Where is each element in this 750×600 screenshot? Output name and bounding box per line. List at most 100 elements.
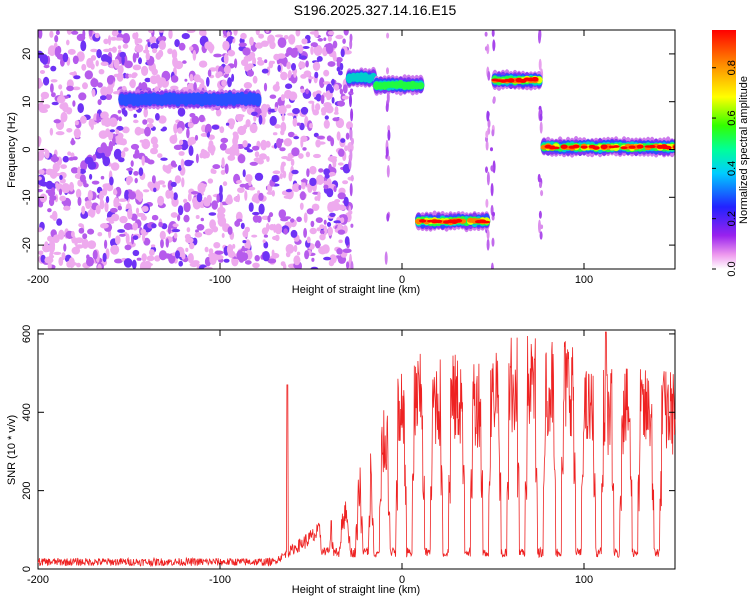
noise-blob [319, 77, 325, 89]
noise-blob [193, 82, 197, 92]
noise-blob [240, 32, 247, 40]
noise-blob [152, 143, 159, 149]
noise-blob [280, 129, 285, 136]
noise-blob [81, 205, 86, 215]
noise-blob [132, 64, 142, 71]
noise-blob [40, 254, 46, 263]
noise-blob [238, 42, 247, 47]
band-cell [419, 219, 427, 223]
noise-blob [343, 30, 349, 36]
noise-blob [130, 143, 140, 150]
noise-blob [160, 238, 164, 249]
noise-blob [336, 131, 341, 141]
noise-blob [119, 215, 128, 224]
noise-blob [309, 177, 317, 187]
noise-blob [113, 148, 122, 160]
noise-blob [198, 60, 208, 68]
noise-blob [162, 184, 166, 188]
band-cell [648, 144, 656, 149]
noise-blob [292, 117, 298, 127]
colorbar: 0.0 0.2 0.4 0.6 0.8 Normalized spectral ampl… [712, 30, 750, 277]
noise-blob [52, 162, 60, 173]
noise-blob [213, 242, 221, 249]
noise-blob [302, 46, 310, 49]
noise-blob [305, 60, 309, 68]
noise-blob [91, 88, 96, 98]
noise-blob [117, 229, 125, 233]
noise-blob [254, 172, 264, 181]
noise-blob [38, 150, 45, 160]
noise-streak [385, 103, 389, 112]
noise-blob [264, 59, 268, 64]
noise-blob [332, 50, 337, 61]
noise-blob [42, 104, 51, 109]
noise-blob [323, 168, 331, 176]
noise-blob [338, 70, 343, 76]
noise-blob [332, 159, 337, 168]
noise-streak [484, 31, 488, 37]
noise-blob [299, 191, 306, 201]
noise-blob [280, 121, 287, 133]
noise-blob [104, 239, 108, 249]
noise-blob [296, 122, 301, 126]
noise-blob [272, 132, 278, 136]
noise-blob [311, 102, 315, 113]
noise-blob [293, 136, 300, 140]
noise-blob [109, 216, 116, 222]
noise-streak [491, 30, 495, 37]
noise-blob [191, 115, 200, 125]
noise-blob [213, 53, 223, 58]
noise-streak [350, 108, 354, 122]
noise-streak [539, 113, 543, 122]
noise-blob [252, 145, 260, 151]
noise-blob [215, 254, 224, 260]
noise-blob [337, 162, 344, 166]
noise-blob [171, 228, 181, 233]
noise-blob [96, 113, 100, 124]
noise-blob [58, 84, 63, 90]
noise-blob [59, 195, 67, 202]
noise-blob [67, 151, 72, 156]
noise-blob [326, 222, 332, 227]
noise-blob [173, 232, 178, 239]
noise-blob [288, 34, 296, 45]
noise-blob [199, 30, 205, 36]
noise-blob [332, 117, 340, 122]
noise-blob [252, 262, 260, 269]
noise-streak [490, 262, 494, 269]
noise-blob [313, 30, 319, 38]
noise-blob [196, 192, 203, 203]
noise-blob [55, 182, 59, 189]
noise-blob [274, 223, 283, 235]
noise-blob [100, 223, 109, 229]
noise-blob [159, 230, 166, 240]
noise-blob [124, 189, 130, 201]
noise-blob [122, 43, 129, 49]
noise-blob [73, 128, 81, 139]
noise-blob [276, 138, 283, 149]
noise-blob [178, 151, 185, 156]
noise-blob [300, 74, 307, 79]
noise-blob [50, 245, 54, 256]
noise-blob [305, 151, 311, 158]
noise-blob [219, 126, 225, 134]
noise-blob [272, 84, 280, 92]
noise-blob [206, 76, 210, 87]
noise-blob [192, 49, 197, 61]
noise-blob [309, 123, 313, 129]
noise-blob [148, 30, 154, 33]
noise-blob [49, 127, 54, 136]
noise-blob [242, 169, 246, 178]
noise-blob [39, 70, 46, 74]
noise-blob [157, 180, 166, 185]
noise-blob [132, 235, 139, 241]
noise-blob [342, 163, 351, 174]
noise-blob [216, 193, 220, 203]
noise-blob [61, 252, 66, 261]
band-cell [592, 146, 600, 150]
noise-blob [323, 225, 328, 236]
noise-blob [220, 169, 226, 175]
noise-blob [248, 186, 256, 191]
noise-blob [310, 42, 318, 48]
noise-blob [170, 181, 177, 187]
